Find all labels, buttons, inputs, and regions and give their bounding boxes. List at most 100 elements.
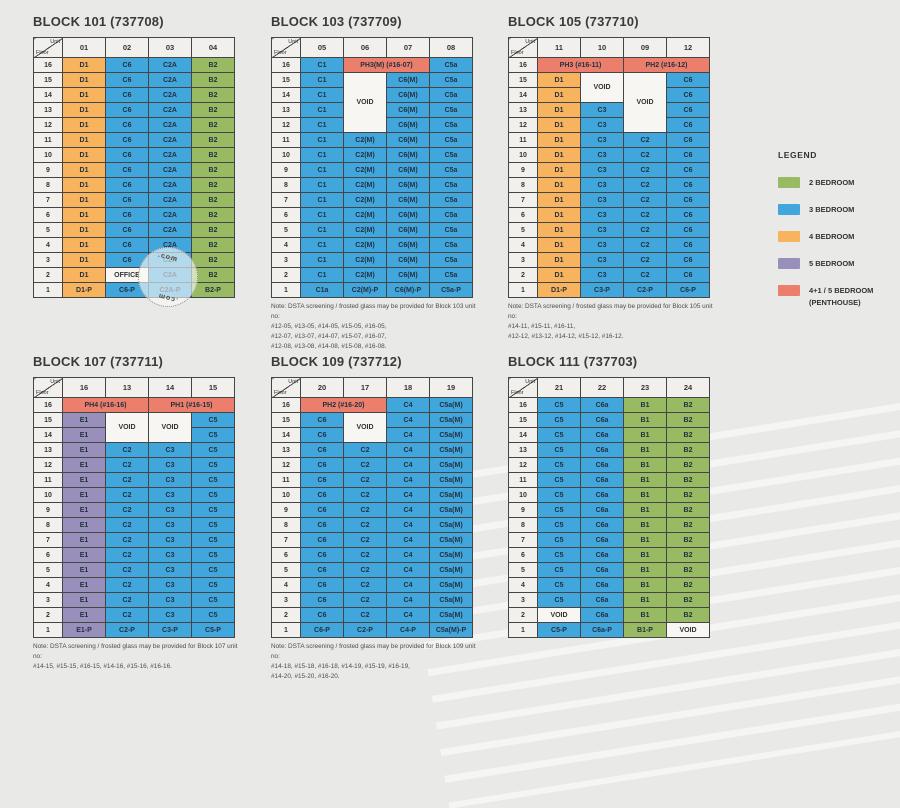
- unit-floor-corner-cell: Unit Floor: [271, 37, 301, 58]
- floor-label: 13: [33, 102, 63, 118]
- unit-cell: C2: [105, 547, 149, 563]
- unit-cell: C2: [623, 267, 667, 283]
- unit-cell: C6: [666, 177, 710, 193]
- unit-cell: B2: [666, 397, 710, 413]
- void-cell: VOID: [148, 412, 192, 443]
- unit-cell: C5a(M): [429, 442, 473, 458]
- unit-cell: C5a: [429, 222, 473, 238]
- unit-cell: C2(M): [343, 192, 387, 208]
- unit-cell: C6a: [580, 472, 624, 488]
- unit-cell: C5a: [429, 57, 473, 73]
- floor-label: 16: [33, 57, 63, 73]
- unit-cell: B2: [191, 87, 235, 103]
- unit-cell: C5: [191, 517, 235, 533]
- floor-label: 15: [33, 412, 63, 428]
- unit-cell: E1: [62, 457, 106, 473]
- unit-cell: C6a: [580, 562, 624, 578]
- floor-label: 8: [271, 177, 301, 193]
- unit-cell: C2A: [148, 252, 192, 268]
- unit-cell: C2(M): [343, 207, 387, 223]
- unit-cell: C2(M): [343, 162, 387, 178]
- unit-column-header: 12: [666, 37, 710, 58]
- unit-cell: C2A: [148, 147, 192, 163]
- unit-cell: C2: [105, 577, 149, 593]
- corner-unit-label: Unit: [288, 379, 298, 385]
- floor-label: 6: [33, 207, 63, 223]
- unit-cell: C6: [666, 252, 710, 268]
- unit-cell: C6(M): [386, 252, 430, 268]
- unit-cell: B2: [666, 592, 710, 608]
- unit-cell: C5: [191, 502, 235, 518]
- unit-cell: C3: [580, 162, 624, 178]
- unit-cell: C5a(M): [429, 502, 473, 518]
- floor-label: 2: [33, 607, 63, 623]
- floor-label: 8: [271, 517, 301, 533]
- unit-cell: D1: [537, 237, 581, 253]
- unit-cell: C3: [148, 487, 192, 503]
- unit-cell: B1: [623, 442, 667, 458]
- floor-label: 14: [33, 427, 63, 443]
- unit-cell: C5a: [429, 177, 473, 193]
- unit-floor-corner-cell: Unit Floor: [508, 37, 538, 58]
- block-109-note: Note: DSTA screening / frosted glass may…: [271, 642, 476, 682]
- unit-column-header: 16: [62, 377, 106, 398]
- unit-cell: C1: [300, 267, 344, 283]
- unit-cell: C6(M): [386, 132, 430, 148]
- legend-item-5-bedroom: 5 BEDROOM: [778, 258, 893, 270]
- unit-cell: C1: [300, 237, 344, 253]
- note-line: #14-20, #15-20, #16-20.: [271, 672, 340, 680]
- unit-cell: B1: [623, 517, 667, 533]
- unit-floor-corner-cell: Unit Floor: [508, 377, 538, 398]
- void-cell: VOID: [537, 607, 581, 623]
- unit-cell: C6: [105, 252, 149, 268]
- block-101-stacking-table: Unit Floor 01 02 03 04 16 D1 C6 C2A B2 15 D1 C6 C2A B2 1…: [33, 37, 235, 298]
- unit-cell: C6: [300, 517, 344, 533]
- void-cell: VOID: [105, 412, 149, 443]
- floor-label: 9: [271, 162, 301, 178]
- unit-cell: C6: [666, 207, 710, 223]
- unit-cell: C5a: [429, 72, 473, 88]
- unit-cell: C6: [300, 592, 344, 608]
- floor-label: 6: [508, 547, 538, 563]
- legend-item-label: 4 BEDROOM: [809, 232, 855, 241]
- floor-label: 2: [508, 267, 538, 283]
- floor-label: 5: [508, 562, 538, 578]
- corner-floor-label: Floor: [36, 50, 49, 56]
- unit-cell: C5: [537, 577, 581, 593]
- floor-label: 3: [33, 592, 63, 608]
- unit-cell: E1: [62, 472, 106, 488]
- floor-label: 15: [271, 72, 301, 88]
- block-105-stacking-table: Unit Floor 11 10 09 12 16 PH3 (#16-11) PH2 (#16-…: [508, 37, 710, 298]
- floor-label: 11: [508, 132, 538, 148]
- unit-cell: C5: [537, 472, 581, 488]
- unit-cell: D1: [62, 252, 106, 268]
- unit-cell: C2: [623, 207, 667, 223]
- floor-label: 15: [271, 412, 301, 428]
- 3-bedroom-color-swatch: [778, 204, 800, 215]
- unit-cell: C4: [386, 517, 430, 533]
- unit-cell: C5a: [429, 147, 473, 163]
- unit-cell: E1: [62, 562, 106, 578]
- unit-cell: E1: [62, 442, 106, 458]
- unit-cell: C1: [300, 72, 344, 88]
- unit-cell: C6: [300, 457, 344, 473]
- floor-label: 8: [508, 517, 538, 533]
- void-cell: VOID: [343, 72, 387, 133]
- unit-cell: C6a: [580, 487, 624, 503]
- unit-cell: C2: [343, 472, 387, 488]
- unit-cell: C5a(M): [429, 457, 473, 473]
- unit-column-header: 11: [537, 37, 581, 58]
- penthouse-cell: PH1 (#16-15): [148, 397, 235, 413]
- unit-cell: C3: [580, 237, 624, 253]
- unit-cell: C2: [105, 472, 149, 488]
- unit-cell: C3: [148, 502, 192, 518]
- unit-cell: C1: [300, 162, 344, 178]
- floor-label: 16: [33, 397, 63, 413]
- legend: LEGEND 2 BEDROOM 3 BEDROOM 4 BEDROOM 5 B…: [778, 150, 893, 324]
- unit-cell: B1: [623, 457, 667, 473]
- unit-cell: C3: [580, 267, 624, 283]
- floor-label: 1: [271, 282, 301, 298]
- floor-label: 4: [271, 577, 301, 593]
- block-107-title: BLOCK 107 (737711): [33, 354, 164, 369]
- unit-cell: C2: [343, 577, 387, 593]
